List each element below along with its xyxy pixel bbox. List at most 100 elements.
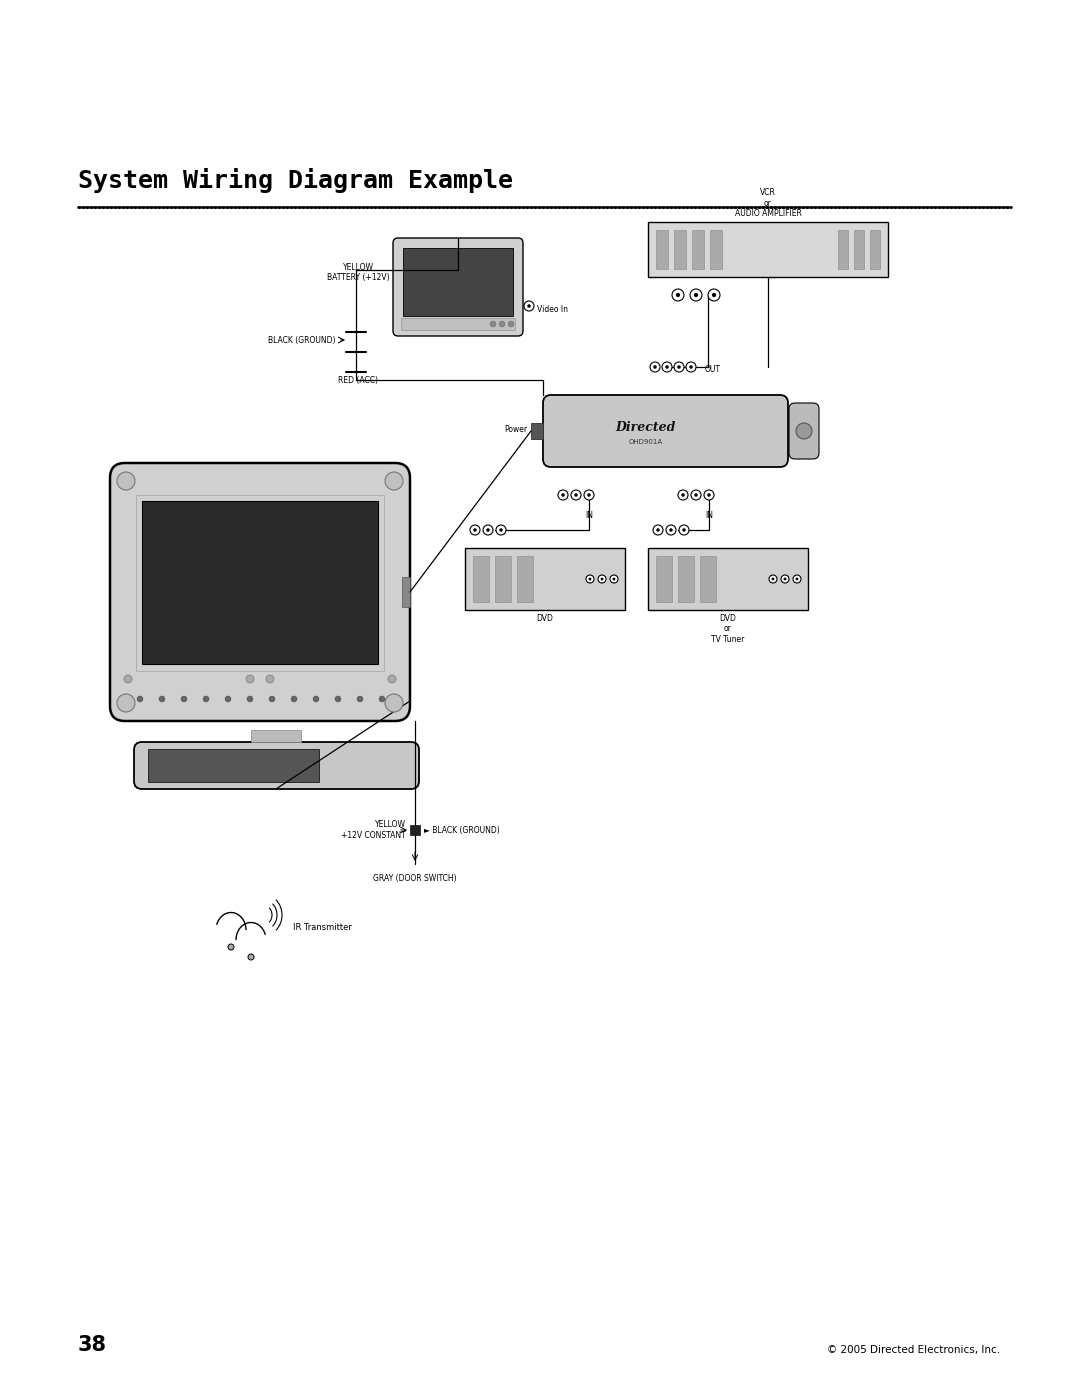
Circle shape xyxy=(137,696,143,703)
Text: OHD901A: OHD901A xyxy=(629,439,663,444)
FancyBboxPatch shape xyxy=(393,237,523,337)
Circle shape xyxy=(610,576,618,583)
Circle shape xyxy=(666,525,676,535)
Bar xyxy=(465,548,625,610)
Circle shape xyxy=(672,289,684,300)
Circle shape xyxy=(124,675,132,683)
Circle shape xyxy=(269,696,275,703)
Circle shape xyxy=(181,696,187,703)
FancyBboxPatch shape xyxy=(110,462,410,721)
Circle shape xyxy=(575,493,578,497)
Text: DVD: DVD xyxy=(537,615,553,623)
Circle shape xyxy=(600,577,604,580)
Bar xyxy=(473,556,489,602)
Bar xyxy=(870,231,880,270)
Circle shape xyxy=(670,528,673,532)
Bar xyxy=(495,556,511,602)
Text: BLACK (GROUND): BLACK (GROUND) xyxy=(269,335,336,345)
Circle shape xyxy=(662,362,672,372)
Text: GRAY (DOOR SWITCH): GRAY (DOOR SWITCH) xyxy=(374,875,457,883)
Circle shape xyxy=(246,675,254,683)
Circle shape xyxy=(769,576,777,583)
Circle shape xyxy=(499,321,505,327)
Circle shape xyxy=(562,493,565,497)
Bar xyxy=(401,319,515,330)
Circle shape xyxy=(784,577,786,580)
Circle shape xyxy=(708,289,720,300)
Circle shape xyxy=(674,362,684,372)
Circle shape xyxy=(524,300,534,312)
Text: IN: IN xyxy=(705,511,713,520)
Circle shape xyxy=(712,293,716,298)
Circle shape xyxy=(588,493,591,497)
Circle shape xyxy=(694,493,698,497)
Circle shape xyxy=(248,954,254,960)
Text: Directed: Directed xyxy=(616,420,676,434)
Circle shape xyxy=(598,576,606,583)
Text: YELLOW
BATTERY (+12V): YELLOW BATTERY (+12V) xyxy=(326,263,389,282)
Circle shape xyxy=(159,696,165,703)
Circle shape xyxy=(499,528,503,532)
Circle shape xyxy=(683,528,686,532)
Circle shape xyxy=(527,305,530,307)
Circle shape xyxy=(704,490,714,500)
Circle shape xyxy=(379,696,384,703)
Circle shape xyxy=(589,577,592,580)
Bar xyxy=(402,577,410,608)
Bar xyxy=(838,231,848,270)
Bar xyxy=(692,231,704,270)
Text: OUT: OUT xyxy=(705,365,721,373)
Bar xyxy=(648,222,888,277)
Bar xyxy=(700,556,716,602)
Bar xyxy=(854,231,864,270)
FancyBboxPatch shape xyxy=(134,742,419,789)
Circle shape xyxy=(558,490,568,500)
Circle shape xyxy=(677,365,680,369)
Circle shape xyxy=(679,525,689,535)
FancyBboxPatch shape xyxy=(789,402,819,460)
Circle shape xyxy=(228,944,234,950)
Circle shape xyxy=(690,289,702,300)
Circle shape xyxy=(676,293,680,298)
Circle shape xyxy=(793,576,801,583)
Bar xyxy=(410,826,420,835)
Circle shape xyxy=(653,365,657,369)
Circle shape xyxy=(266,675,274,683)
Bar xyxy=(136,495,384,671)
Bar xyxy=(531,423,543,439)
Text: 38: 38 xyxy=(78,1336,107,1355)
Bar xyxy=(710,231,723,270)
Circle shape xyxy=(470,525,480,535)
Circle shape xyxy=(796,423,812,439)
Circle shape xyxy=(678,490,688,500)
Bar xyxy=(251,731,301,742)
Circle shape xyxy=(291,696,297,703)
Circle shape xyxy=(650,362,660,372)
Text: ► BLACK (GROUND): ► BLACK (GROUND) xyxy=(424,826,500,834)
Circle shape xyxy=(225,696,231,703)
Circle shape xyxy=(508,321,514,327)
Circle shape xyxy=(691,490,701,500)
Circle shape xyxy=(203,696,210,703)
Circle shape xyxy=(571,490,581,500)
Circle shape xyxy=(771,577,774,580)
Bar xyxy=(517,556,534,602)
Circle shape xyxy=(117,472,135,490)
Circle shape xyxy=(707,493,711,497)
Circle shape xyxy=(483,525,492,535)
Circle shape xyxy=(781,576,789,583)
Circle shape xyxy=(796,577,798,580)
Bar xyxy=(674,231,686,270)
Circle shape xyxy=(681,493,685,497)
Circle shape xyxy=(612,577,616,580)
Text: Video In: Video In xyxy=(537,306,568,314)
Text: IR Transmitter: IR Transmitter xyxy=(293,923,352,933)
Text: YELLOW
+12V CONSTANT: YELLOW +12V CONSTANT xyxy=(341,820,406,840)
Text: IN: IN xyxy=(585,511,593,520)
Bar xyxy=(648,548,808,610)
Bar xyxy=(148,749,319,782)
Bar xyxy=(678,556,694,602)
Bar xyxy=(403,249,513,316)
Circle shape xyxy=(653,525,663,535)
FancyBboxPatch shape xyxy=(543,395,788,467)
